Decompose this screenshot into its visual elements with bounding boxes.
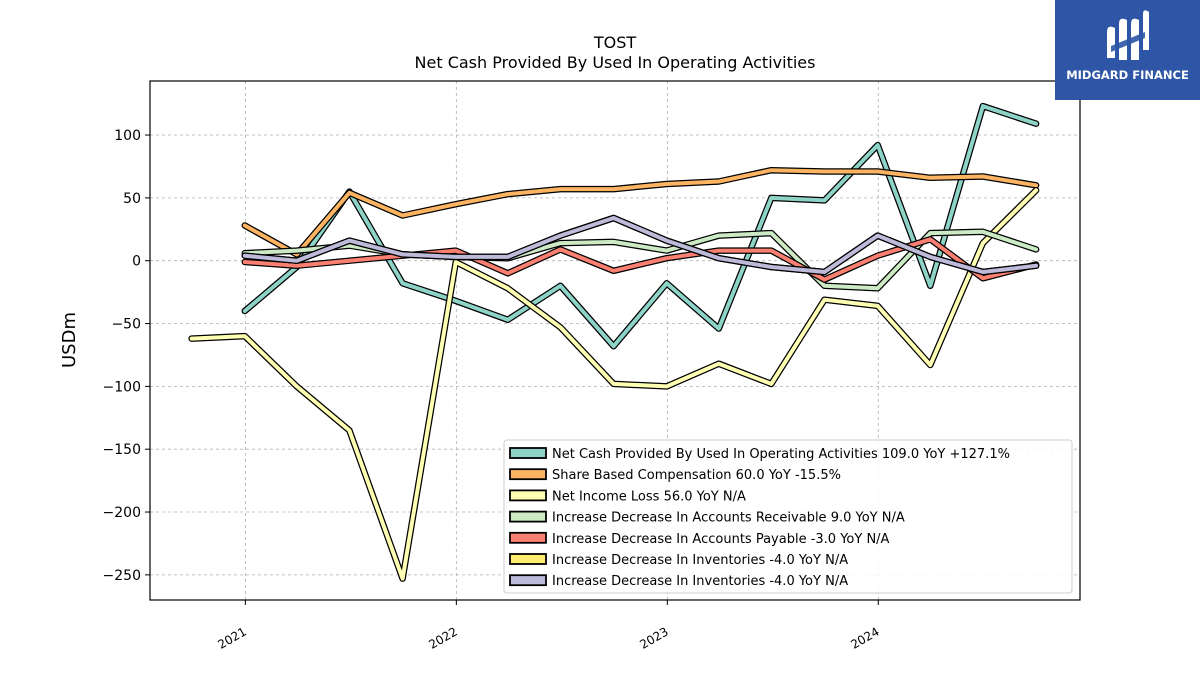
y-tick-label: −100 — [103, 379, 141, 395]
legend-entry: Increase Decrease In Inventories -4.0 Yo… — [509, 574, 848, 589]
legend: Net Cash Provided By Used In Operating A… — [503, 439, 1073, 594]
legend-label: Increase Decrease In Inventories -4.0 Yo… — [552, 574, 848, 589]
legend-entry: Increase Decrease In Inventories -4.0 Yo… — [509, 553, 848, 568]
legend-label: Net Cash Provided By Used In Operating A… — [552, 447, 1010, 462]
series-line-3 — [188, 187, 1040, 582]
legend-label: Net Income Loss 56.0 YoY N/A — [552, 489, 746, 504]
y-tick-label: 0 — [132, 254, 141, 270]
chart-title: TOST — [593, 33, 637, 52]
chart-subtitle: Net Cash Provided By Used In Operating A… — [415, 53, 816, 72]
y-tick-label: −150 — [103, 442, 141, 458]
legend-swatch — [509, 553, 547, 565]
y-tick-label: −250 — [103, 568, 141, 584]
series-layer — [188, 102, 1040, 582]
brand-name: MIDGARD FINANCE — [1066, 68, 1189, 82]
legend-swatch — [509, 531, 547, 544]
brand-logo: MIDGARD FINANCE — [1055, 0, 1200, 100]
series-core — [189, 188, 1039, 581]
legend-entry: Share Based Compensation 60.0 YoY -15.5% — [509, 468, 841, 483]
series-line-2 — [241, 166, 1040, 258]
legend-label: Increase Decrease In Accounts Receivable… — [552, 511, 905, 526]
legend-entry: Net Cash Provided By Used In Operating A… — [509, 447, 1010, 462]
y-tick-label: −50 — [111, 317, 141, 333]
legend-entry: Net Income Loss 56.0 YoY N/A — [509, 489, 746, 504]
y-tick-label: −200 — [103, 505, 141, 521]
x-tick-label: 2022 — [426, 624, 459, 651]
x-tick-label: 2023 — [637, 624, 670, 651]
x-tick-label: 2024 — [848, 624, 881, 651]
legend-entry: Increase Decrease In Accounts Payable -3… — [509, 531, 890, 547]
legend-swatch — [509, 510, 547, 523]
y-axis-label: USDm — [59, 312, 80, 368]
y-tick-label: 100 — [114, 128, 141, 144]
legend-swatch — [509, 574, 547, 587]
x-tick-label: 2021 — [215, 624, 248, 651]
plot-frame — [149, 80, 1081, 601]
axis-ticks: 100 50 0 −50 −100 −150 −200 −250 2021 2022 2023 202… — [103, 128, 882, 652]
legend-swatch — [509, 447, 547, 459]
legend-label: Increase Decrease In Accounts Payable -3… — [552, 532, 890, 547]
series-line-1 — [241, 102, 1040, 350]
series-core — [242, 168, 1039, 257]
legend-swatch — [509, 489, 547, 502]
legend-label: Share Based Compensation 60.0 YoY -15.5% — [552, 468, 841, 483]
legend-entry: Increase Decrease In Accounts Receivable… — [509, 510, 905, 526]
y-tick-label: 50 — [123, 191, 141, 207]
legend-swatch — [509, 468, 547, 481]
legend-label: Increase Decrease In Inventories -4.0 Yo… — [552, 553, 848, 568]
midgard-logo-icon — [1107, 10, 1149, 61]
series-line-7 — [241, 214, 1040, 276]
legend-box — [503, 439, 1073, 594]
series-core — [242, 216, 1039, 274]
series-core — [242, 104, 1039, 349]
